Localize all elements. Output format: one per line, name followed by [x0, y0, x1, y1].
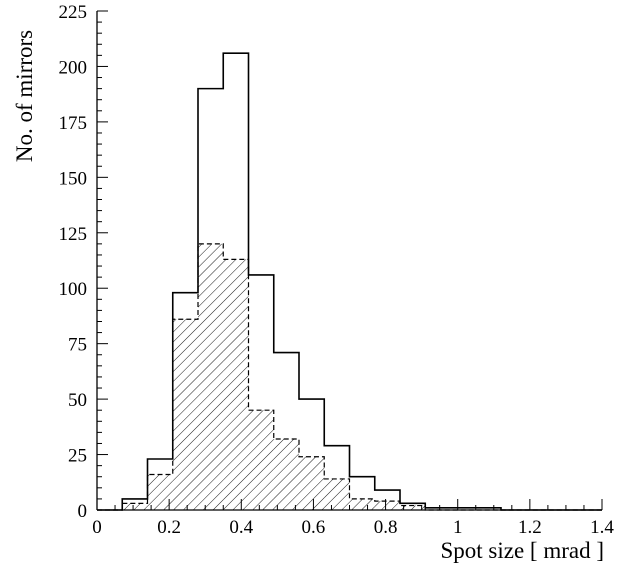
- hatched-bar: [172, 319, 198, 510]
- axes-group: [96, 10, 603, 511]
- y-tick-label: 100: [59, 279, 88, 300]
- hatched-bar: [273, 439, 299, 510]
- hatched-bar: [374, 501, 400, 510]
- y-tick-label: 75: [68, 335, 87, 356]
- outline-series-group: [97, 52, 602, 511]
- hatched-series-group: [97, 243, 602, 511]
- y-tick-label: 50: [68, 390, 87, 411]
- hatched-bar: [147, 474, 173, 510]
- hatched-bar: [122, 503, 148, 510]
- y-tick-label: 0: [78, 501, 88, 522]
- y-tick-label: 125: [59, 224, 88, 245]
- hatched-bar: [349, 498, 375, 510]
- y-tick-label: 25: [68, 446, 87, 467]
- y-tick-label: 200: [59, 57, 88, 78]
- hatched-bar: [223, 259, 249, 510]
- y-axis-title: No. of mirrors: [12, 30, 37, 162]
- x-tick-label: 0.2: [157, 517, 181, 538]
- x-tick-labels: 0 0.2 0.4 0.6 0.8 1 1.2 1.4: [92, 517, 614, 538]
- hatched-bar: [324, 478, 350, 510]
- x-tick-label: 1.2: [518, 517, 542, 538]
- hatched-bar: [299, 456, 325, 510]
- x-tick-label: 1: [453, 517, 463, 538]
- hatched-bar: [248, 410, 274, 510]
- x-tick-label: 0: [92, 517, 102, 538]
- x-tick-label: 0.6: [302, 517, 326, 538]
- x-tick-label: 0.4: [229, 517, 253, 538]
- hatched-bar: [198, 243, 224, 510]
- y-tick-labels: 0 25 50 75 100 125 150 175 200 225: [59, 2, 88, 522]
- y-tick-label: 175: [59, 113, 88, 134]
- x-tick-label: 1.4: [590, 517, 614, 538]
- outline-series-line: [97, 52, 602, 511]
- hatched-bar: [400, 505, 426, 510]
- x-axis-title: Spot size [ mrad ]: [440, 538, 604, 563]
- y-tick-label: 150: [59, 168, 88, 189]
- y-tick-label: 225: [59, 2, 88, 23]
- x-tick-label: 0.8: [374, 517, 398, 538]
